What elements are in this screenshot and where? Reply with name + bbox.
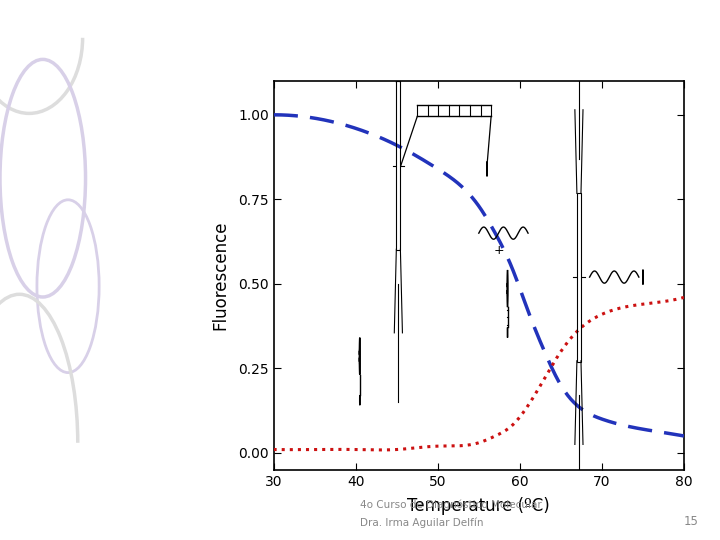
Text: 15: 15 [683, 515, 698, 528]
Bar [396, 81, 400, 250]
Text: 4o Curso de Diagnóstico Molecular: 4o Curso de Diagnóstico Molecular [360, 500, 541, 510]
Bar [577, 193, 581, 362]
Y-axis label: Fluorescence: Fluorescence [212, 221, 230, 330]
Text: +: + [494, 244, 505, 256]
Text: Dra. Irma Aguilar Delfín: Dra. Irma Aguilar Delfín [360, 518, 484, 528]
X-axis label: Temperature (ºC): Temperature (ºC) [408, 497, 550, 515]
